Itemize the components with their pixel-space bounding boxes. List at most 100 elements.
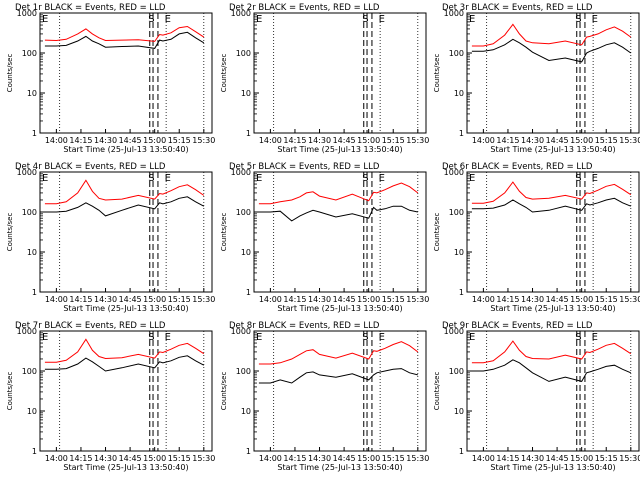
- y-tick-label: 1000: [231, 9, 251, 18]
- x-tick-label: 14:15: [69, 454, 92, 463]
- y-tick-label: 1: [32, 129, 37, 138]
- x-tick-label: 14:30: [521, 454, 544, 463]
- y-tick-label: 1: [32, 288, 37, 297]
- panel-title: Det 2r BLACK = Events, RED = LLD: [229, 3, 380, 13]
- panel-1: Det 1r BLACK = Events, RED = LLD 1 10 100 10…: [6, 3, 215, 154]
- x-axis-label: Start Time (25-Jul-13 13:50:40): [490, 304, 615, 313]
- x-axis-label: Start Time (25-Jul-13 13:50:40): [490, 145, 615, 154]
- y-tick-label: 100: [449, 49, 464, 58]
- plot-frame: [39, 171, 213, 293]
- x-tick-label: 15:30: [406, 295, 429, 304]
- x-tick-label: 14:45: [333, 295, 356, 304]
- start-e-marker: E: [256, 173, 262, 184]
- series-lld-line: [471, 340, 632, 364]
- series-events-line: [471, 197, 631, 213]
- y-axis-label: Counts/sec: [433, 372, 441, 411]
- y-tick-label: 1000: [231, 327, 251, 336]
- x-tick-label: 15:00: [357, 454, 380, 463]
- x-tick-label: 15:15: [595, 295, 618, 304]
- panel-3: Det 3r BLACK = Events, RED = LLD 1 10 100 10…: [433, 3, 640, 154]
- x-tick-label: 15:15: [382, 454, 405, 463]
- y-tick-label: 1000: [17, 168, 37, 177]
- series-lld-line: [471, 23, 632, 47]
- x-axis-label: Start Time (25-Jul-13 13:50:40): [63, 145, 188, 154]
- x-axis-label: Start Time (25-Jul-13 13:50:40): [63, 463, 188, 472]
- e-marker-label: E: [379, 332, 385, 343]
- y-axis-label: Counts/sec: [6, 54, 14, 93]
- e-marker-label: E: [165, 14, 171, 25]
- x-tick-label: 15:30: [406, 454, 429, 463]
- y-tick-label: 100: [449, 208, 464, 217]
- y-axis-label: Counts/sec: [6, 213, 14, 252]
- x-tick-label: 15:00: [357, 295, 380, 304]
- x-tick-label: 14:45: [119, 136, 142, 145]
- panel-2: Det 2r BLACK = Events, RED = LLD 1 10 100 10…: [220, 3, 429, 154]
- x-tick-label: 14:45: [546, 454, 569, 463]
- x-tick-label: 15:00: [143, 136, 166, 145]
- plot-frame: [253, 12, 427, 134]
- x-axis-label: Start Time (25-Jul-13 13:50:40): [490, 463, 615, 472]
- x-tick-label: 15:00: [570, 295, 593, 304]
- y-tick-label: 10: [454, 407, 464, 416]
- x-tick-label: 14:45: [333, 454, 356, 463]
- start-e-marker: E: [256, 332, 262, 343]
- series-lld-line: [44, 25, 205, 42]
- y-tick-label: 10: [454, 89, 464, 98]
- e-marker-label: E: [165, 173, 171, 184]
- panel-7: Det 7r BLACK = Events, RED = LLD 1 10 100 10…: [6, 321, 215, 472]
- x-tick-label: 15:00: [143, 295, 166, 304]
- y-tick-label: 100: [22, 208, 37, 217]
- y-axis-label: Counts/sec: [220, 213, 228, 252]
- y-tick-label: 1000: [17, 9, 37, 18]
- x-tick-label: 15:00: [570, 136, 593, 145]
- x-tick-label: 15:15: [168, 295, 191, 304]
- x-tick-label: 14:30: [94, 136, 117, 145]
- x-tick-label: 15:15: [382, 295, 405, 304]
- plot-frame: [39, 12, 213, 134]
- x-tick-label: 14:45: [546, 295, 569, 304]
- y-tick-label: 1000: [17, 327, 37, 336]
- x-axis-label: Start Time (25-Jul-13 13:50:40): [277, 463, 402, 472]
- x-tick-label: 14:45: [119, 295, 142, 304]
- y-tick-label: 10: [27, 248, 37, 257]
- series-events-line: [471, 38, 632, 63]
- y-tick-label: 1: [459, 129, 464, 138]
- y-tick-label: 10: [454, 248, 464, 257]
- x-tick-label: 14:30: [308, 454, 331, 463]
- s-marker-label: S: [575, 332, 581, 343]
- x-tick-label: 14:45: [546, 136, 569, 145]
- start-e-marker: E: [42, 332, 48, 343]
- x-tick-label: 14:45: [119, 454, 142, 463]
- x-tick-label: 14:15: [496, 454, 519, 463]
- x-tick-label: 14:00: [472, 295, 495, 304]
- panel-4: Det 4r BLACK = Events, RED = LLD 1 10 100 10…: [6, 162, 215, 313]
- panel-8: Det 8r BLACK = Events, RED = LLD 1 10 100 10…: [220, 321, 429, 472]
- series-lld-line: [44, 338, 205, 363]
- x-tick-label: 15:30: [619, 454, 640, 463]
- start-e-marker: E: [469, 14, 475, 25]
- s-marker-label: S: [148, 332, 154, 343]
- start-e-marker: E: [42, 173, 48, 184]
- x-tick-label: 14:15: [69, 136, 92, 145]
- x-tick-label: 15:30: [619, 136, 640, 145]
- x-tick-label: 15:15: [168, 136, 191, 145]
- plot-frame: [466, 171, 640, 293]
- panel-title: Det 8r BLACK = Events, RED = LLD: [229, 321, 380, 331]
- x-tick-label: 15:00: [357, 136, 380, 145]
- x-tick-label: 14:00: [472, 454, 495, 463]
- x-axis-label: Start Time (25-Jul-13 13:50:40): [63, 304, 188, 313]
- series-lld-line: [258, 182, 419, 205]
- x-tick-label: 14:00: [45, 454, 68, 463]
- x-tick-label: 14:15: [69, 295, 92, 304]
- start-e-marker: E: [42, 14, 48, 25]
- y-tick-label: 10: [241, 248, 251, 257]
- s-marker-label: S: [362, 173, 368, 184]
- panel-title: Det 4r BLACK = Events, RED = LLD: [15, 162, 166, 172]
- plot-frame: [253, 330, 427, 452]
- y-tick-label: 100: [22, 49, 37, 58]
- s-marker-label: S: [575, 14, 581, 25]
- y-tick-label: 1: [459, 447, 464, 456]
- y-tick-label: 100: [236, 367, 251, 376]
- start-e-marker: E: [469, 173, 475, 184]
- s-marker-label: S: [362, 14, 368, 25]
